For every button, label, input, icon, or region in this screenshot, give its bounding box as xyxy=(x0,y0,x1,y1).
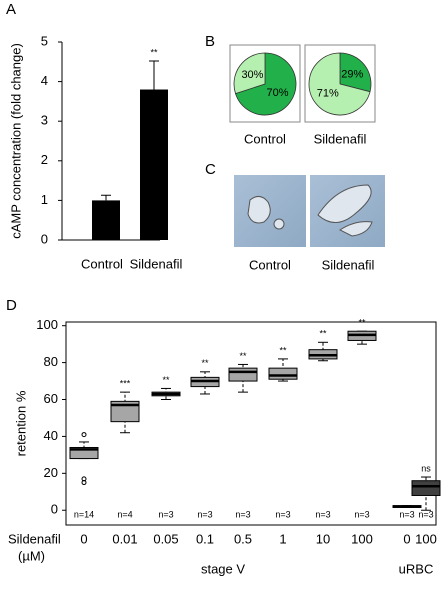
group-label: uRBC xyxy=(399,561,434,576)
cell xyxy=(339,221,373,237)
n-label: n=3 xyxy=(275,509,290,519)
y-tick-label: 40 xyxy=(44,428,58,443)
box xyxy=(411,480,441,496)
n-label: n=3 xyxy=(399,509,414,519)
pie-frame xyxy=(304,44,376,123)
cell xyxy=(317,184,372,223)
x-tick-label: 100 xyxy=(415,531,437,546)
y-tick-label: 1 xyxy=(41,192,48,207)
x-tick-label: 0.5 xyxy=(234,531,252,546)
n-label: n=3 xyxy=(158,509,173,519)
significance: *** xyxy=(120,379,131,389)
image-caption: Sildenafil xyxy=(322,257,375,272)
bar xyxy=(140,89,168,241)
outlier xyxy=(81,480,87,486)
plot-frame xyxy=(65,321,437,526)
x-axis-label: Sildenafil xyxy=(8,531,61,546)
n-label: n=3 xyxy=(197,509,212,519)
y-tick-label: 0 xyxy=(51,502,58,517)
n-label: n=4 xyxy=(117,509,132,519)
significance: ** xyxy=(239,351,247,361)
n-label: n=3 xyxy=(315,509,330,519)
slice-label: 30% xyxy=(241,69,263,81)
y-axis-label: retention % xyxy=(13,390,28,456)
y-tick-label: 100 xyxy=(36,317,58,332)
cell xyxy=(273,218,285,230)
panel-letter: A xyxy=(6,1,16,18)
n-label: n=3 xyxy=(354,509,369,519)
x-tick-label: 10 xyxy=(316,531,330,546)
pie-slice xyxy=(235,52,297,116)
cell xyxy=(247,196,271,224)
y-tick-label: 2 xyxy=(41,152,48,167)
x-tick-label: Sildenafil xyxy=(130,256,183,271)
bar xyxy=(92,200,120,240)
x-tick-label: 0 xyxy=(80,531,87,546)
x-tick-label: 0 xyxy=(403,531,410,546)
slice-label: 29% xyxy=(341,68,363,80)
box xyxy=(69,446,99,460)
significance: ns xyxy=(421,463,431,473)
x-tick-label: 0.05 xyxy=(153,531,178,546)
y-tick-label: 60 xyxy=(44,391,58,406)
x-tick-label: 100 xyxy=(351,531,373,546)
significance: ** xyxy=(162,375,170,385)
significance: ** xyxy=(279,345,287,355)
significance: ** xyxy=(358,318,366,328)
box xyxy=(110,400,140,423)
x-tick-label: Control xyxy=(81,256,123,271)
y-tick-label: 80 xyxy=(44,354,58,369)
x-tick-label: 1 xyxy=(279,531,286,546)
y-tick-label: 4 xyxy=(41,73,48,88)
y-tick-label: 5 xyxy=(41,33,48,48)
outlier xyxy=(81,432,87,438)
pie-frame xyxy=(229,44,301,123)
pie-slice xyxy=(233,52,266,95)
x-tick-label: 0.01 xyxy=(112,531,137,546)
pie-label: Sildenafil xyxy=(314,131,367,146)
slice-label: 71% xyxy=(317,87,339,99)
significance: ** xyxy=(319,329,327,339)
y-tick-label: 0 xyxy=(41,231,48,246)
group-label: stage V xyxy=(201,561,245,576)
n-label: n=3 xyxy=(418,509,433,519)
micrograph xyxy=(234,175,385,247)
panel-letter: D xyxy=(6,297,17,314)
y-axis-label: cAMP concentration (fold change) xyxy=(8,43,23,239)
pie-slice xyxy=(308,52,371,116)
pie-label: Control xyxy=(244,131,286,146)
significance: ** xyxy=(150,47,158,57)
image-caption: Control xyxy=(249,257,291,272)
box xyxy=(268,367,298,380)
n-label: n=14 xyxy=(74,509,94,519)
y-tick-label: 3 xyxy=(41,113,48,128)
slice-label: 70% xyxy=(267,87,289,99)
x-axis-label: (µM) xyxy=(18,548,45,563)
x-tick-label: 0.1 xyxy=(196,531,214,546)
n-label: n=3 xyxy=(235,509,250,519)
pie-slice xyxy=(339,52,372,93)
y-tick-label: 20 xyxy=(44,465,58,480)
panel-letter: C xyxy=(205,161,216,178)
panel-letter: B xyxy=(205,33,215,50)
significance: ** xyxy=(201,358,209,368)
box xyxy=(228,367,258,382)
